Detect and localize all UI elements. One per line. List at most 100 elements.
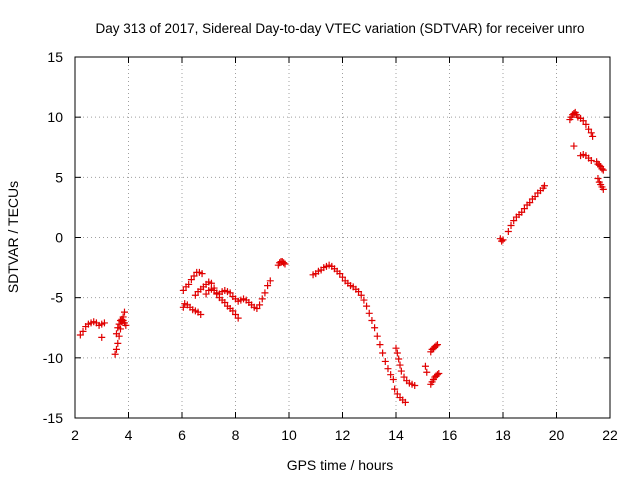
data-point <box>281 260 289 268</box>
y-tick-label: -15 <box>43 410 63 426</box>
data-point <box>589 132 597 140</box>
data-point <box>401 398 409 406</box>
data-point <box>357 291 365 299</box>
data-point <box>79 327 87 335</box>
data-point <box>363 302 371 310</box>
x-tick-label: 8 <box>232 427 240 443</box>
y-tick-label: 10 <box>47 109 63 125</box>
data-point <box>531 193 539 201</box>
data-point <box>585 125 593 133</box>
data-point <box>355 288 363 296</box>
y-tick-label: 0 <box>55 230 63 246</box>
data-point <box>185 280 193 288</box>
data-point <box>100 319 108 327</box>
data-point <box>518 208 526 216</box>
data-point <box>433 341 441 349</box>
data-point <box>234 314 242 322</box>
data-point <box>526 199 534 207</box>
tick-labels: 2 4 6 8 10 12 14 16 18 20 22 -15 -10 -5 0 5 10 15 <box>43 49 618 443</box>
data-point <box>520 205 528 213</box>
x-axis-label: GPS time / hours <box>287 457 394 473</box>
data-point <box>395 355 403 363</box>
data-point <box>122 321 130 329</box>
data-point <box>397 367 405 375</box>
data-point <box>598 165 606 173</box>
data-points <box>76 108 607 406</box>
data-point <box>373 332 381 340</box>
data-point <box>365 309 373 317</box>
data-point <box>371 324 379 332</box>
y-axis-label: SDTVAR / TECUs <box>5 181 21 293</box>
data-point <box>540 182 548 190</box>
x-tick-label: 16 <box>442 427 458 443</box>
data-point <box>433 371 441 379</box>
data-point <box>256 301 264 309</box>
y-tick-label: 15 <box>47 49 63 65</box>
data-point <box>360 296 368 304</box>
data-point <box>336 270 344 278</box>
data-point <box>112 345 120 353</box>
data-point <box>421 362 429 370</box>
data-point <box>202 290 210 298</box>
x-tick-label: 12 <box>335 427 351 443</box>
x-tick-label: 14 <box>388 427 404 443</box>
data-point <box>510 217 518 225</box>
data-point <box>253 304 261 312</box>
data-point <box>587 129 595 137</box>
plot-frame <box>74 56 611 419</box>
x-tick-label: 4 <box>125 427 133 443</box>
data-point <box>197 311 205 319</box>
data-point <box>120 308 128 316</box>
data-point <box>114 339 122 347</box>
x-tick-label: 18 <box>495 427 511 443</box>
data-point <box>499 236 507 244</box>
data-point <box>221 298 229 306</box>
chart-title: Day 313 of 2017, Sidereal Day-to-day VTE… <box>96 21 585 36</box>
data-point <box>507 221 515 229</box>
data-point <box>198 270 206 278</box>
x-tick-label: 20 <box>549 427 565 443</box>
data-point <box>396 361 404 369</box>
y-tick-label: -10 <box>43 350 63 366</box>
data-point <box>114 324 122 332</box>
data-point <box>392 344 400 352</box>
data-point <box>261 289 269 297</box>
data-point <box>112 330 120 338</box>
data-point <box>179 303 187 311</box>
data-point <box>226 289 234 297</box>
data-point <box>76 331 84 339</box>
data-point <box>232 311 239 319</box>
data-point <box>179 286 187 294</box>
data-point <box>435 369 443 377</box>
data-point <box>594 175 602 183</box>
data-point <box>579 117 587 125</box>
data-point <box>98 333 106 341</box>
data-point <box>264 282 272 290</box>
data-point <box>207 279 215 287</box>
data-point <box>381 357 389 365</box>
x-tick-label: 6 <box>178 427 186 443</box>
data-point <box>504 227 512 235</box>
y-tick-label: 5 <box>55 169 63 185</box>
data-point <box>384 365 392 373</box>
data-point <box>280 259 288 267</box>
data-point <box>393 390 401 398</box>
x-tick-label: 10 <box>281 427 297 443</box>
data-point <box>379 349 387 357</box>
data-point <box>187 276 195 284</box>
data-point <box>118 315 126 323</box>
data-point <box>432 342 440 350</box>
data-point <box>423 368 431 376</box>
data-point <box>389 375 397 383</box>
data-point <box>582 120 590 128</box>
data-point <box>229 307 237 315</box>
data-point <box>339 273 346 281</box>
data-point <box>258 295 266 303</box>
data-point <box>599 185 607 193</box>
data-point <box>391 385 399 393</box>
data-point <box>570 142 578 150</box>
data-point <box>376 341 384 349</box>
data-point <box>387 371 395 379</box>
x-tick-label: 2 <box>71 427 79 443</box>
